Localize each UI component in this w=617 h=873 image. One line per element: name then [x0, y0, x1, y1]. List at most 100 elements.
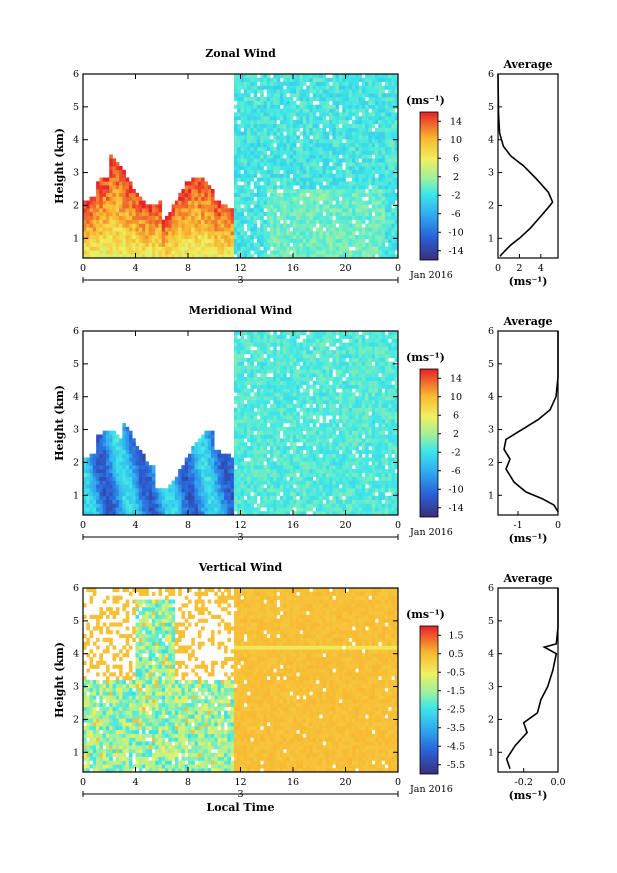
heatmap-cell — [266, 488, 271, 493]
heatmap-cell — [96, 484, 100, 489]
heatmap-cell — [256, 442, 261, 447]
heatmap-cell — [240, 242, 245, 247]
average-profile-line — [497, 73, 554, 257]
heatmap-cell — [210, 488, 215, 493]
heatmap-cell — [289, 231, 294, 236]
heatmap-cell — [375, 208, 379, 213]
heatmap-cell — [86, 488, 90, 493]
heatmap-cell — [270, 461, 274, 466]
heatmap-cell — [276, 204, 281, 209]
x-tick-label: 8 — [185, 263, 191, 274]
heatmap-cell — [283, 100, 287, 105]
heatmap-cell — [263, 419, 268, 424]
heatmap-cell — [283, 407, 287, 412]
heatmap-cell — [289, 465, 294, 470]
heatmap-cell — [283, 511, 287, 516]
heatmap-cell — [286, 242, 291, 247]
heatmap-cell — [210, 476, 215, 481]
heatmap-cell — [237, 461, 241, 466]
heatmap-cell — [345, 77, 350, 82]
heatmap-cell — [128, 430, 133, 435]
heatmap-cell — [394, 246, 399, 251]
heatmap-cell — [302, 415, 307, 420]
heatmap-cell — [355, 112, 359, 117]
heatmap-cell — [250, 369, 254, 374]
heatmap-cell — [207, 446, 212, 451]
heatmap-cell — [302, 215, 307, 220]
heatmap-cell — [112, 495, 117, 500]
heatmap-cell — [302, 238, 307, 243]
heatmap-cell — [256, 227, 261, 232]
heatmap-cell — [302, 74, 307, 79]
heatmap-cell — [247, 112, 251, 117]
heatmap-cell — [102, 238, 107, 243]
heatmap-cell — [283, 181, 287, 186]
heatmap-cell — [224, 219, 228, 224]
heatmap-cell — [273, 419, 277, 424]
heatmap-cell — [289, 192, 294, 197]
heatmap-cell — [302, 350, 307, 355]
heatmap-cell — [142, 250, 146, 255]
heatmap-cell — [178, 511, 182, 516]
heatmap-cell — [279, 415, 284, 420]
heatmap-cell — [266, 97, 271, 102]
heatmap-cell — [315, 173, 320, 178]
heatmap-cell — [142, 511, 146, 516]
heatmap-cell — [220, 507, 225, 512]
heatmap-cell — [128, 208, 133, 213]
heatmap-cell — [266, 123, 271, 128]
heatmap-cell — [247, 146, 251, 151]
heatmap-cell — [197, 208, 202, 213]
heatmap-cell — [266, 415, 271, 420]
heatmap-cell — [388, 215, 392, 220]
heatmap-cell — [355, 235, 359, 240]
heatmap-cell — [112, 231, 117, 236]
heatmap-cell — [145, 465, 149, 470]
heatmap-cell — [342, 135, 346, 140]
heatmap-cell — [273, 365, 277, 370]
heatmap-cell — [109, 200, 113, 205]
heatmap-cell — [194, 472, 199, 477]
heatmap-cell — [243, 131, 248, 136]
heatmap-cell — [247, 419, 251, 424]
heatmap-cell — [197, 212, 202, 217]
heatmap-cell — [279, 85, 284, 90]
heatmap-cell — [247, 357, 251, 362]
heatmap-cell — [312, 85, 317, 90]
heatmap-cell — [237, 150, 241, 155]
heatmap-cell — [250, 396, 254, 401]
heatmap-cell — [296, 89, 300, 94]
heatmap-cell — [151, 484, 156, 489]
heatmap-cell — [171, 227, 176, 232]
heatmap-cell — [83, 492, 87, 497]
heatmap-cell — [273, 373, 277, 378]
heatmap-cell — [302, 331, 307, 336]
heatmap-cell — [276, 100, 281, 105]
heatmap-cell — [352, 177, 356, 182]
heatmap-cell — [384, 181, 389, 186]
heatmap-cell — [253, 169, 258, 174]
heatmap-cell — [250, 158, 254, 163]
heatmap-cell — [302, 204, 307, 209]
heatmap-cell — [233, 120, 238, 125]
heatmap-cell — [204, 495, 208, 500]
heatmap-cell — [299, 108, 304, 113]
heatmap-cell — [204, 231, 208, 236]
heatmap-cell — [391, 181, 396, 186]
heatmap-cell — [371, 81, 376, 86]
heatmap-cell — [214, 215, 218, 220]
heatmap-cell — [138, 204, 143, 209]
heatmap-cell — [214, 507, 218, 512]
heatmap-cell — [99, 434, 103, 439]
heatmap-cell — [270, 338, 274, 343]
heatmap-cell — [204, 488, 208, 493]
heatmap-cell — [306, 423, 310, 428]
heatmap-cell — [89, 469, 94, 474]
heatmap-cell — [260, 495, 264, 500]
heatmap-cell — [289, 108, 294, 113]
heatmap-cell — [247, 135, 251, 140]
heatmap-cell — [112, 484, 117, 489]
heatmap-cell — [132, 488, 136, 493]
heatmap-cell — [273, 507, 277, 512]
heatmap-cell — [319, 215, 323, 220]
